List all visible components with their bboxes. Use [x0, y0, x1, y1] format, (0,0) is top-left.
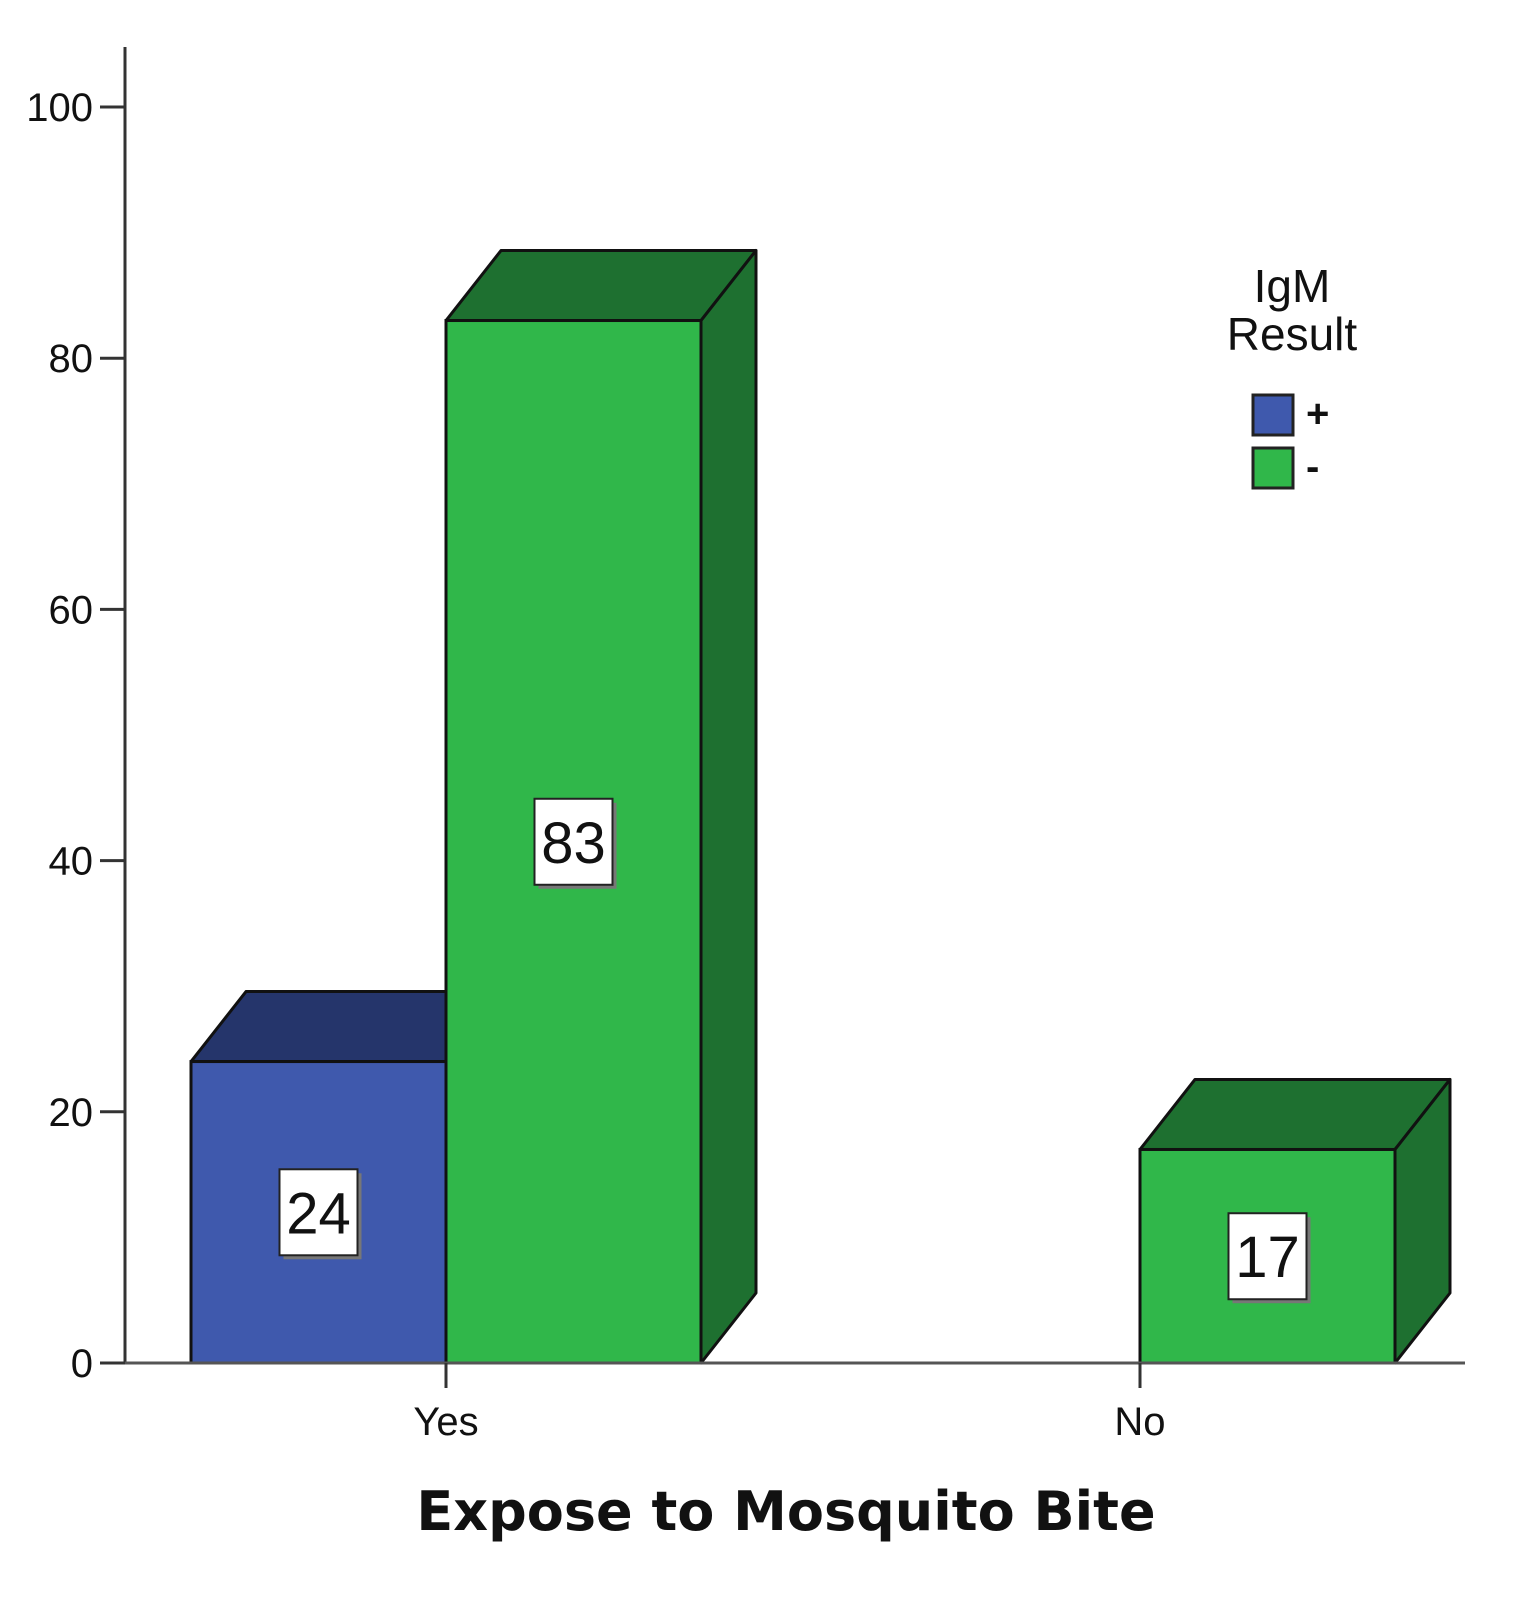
y-tick-label: 80 [49, 337, 94, 381]
legend-label: + [1306, 392, 1329, 436]
data-label-text: 83 [541, 811, 606, 876]
data-label-text: 17 [1235, 1225, 1300, 1290]
y-tick-label: 20 [49, 1091, 94, 1135]
axes-group: 0 20 40 60 80 100 Yes No [26, 47, 1465, 1444]
data-label: 83 [533, 797, 617, 889]
legend-title: Result [1227, 308, 1358, 360]
data-label: 17 [1227, 1212, 1311, 1304]
data-label: 24 [278, 1168, 362, 1260]
legend-label: - [1306, 445, 1319, 489]
x-tick-label: No [1114, 1400, 1165, 1444]
data-label-text: 24 [286, 1181, 351, 1246]
y-tick-label: 40 [49, 840, 94, 884]
y-tick-label: 60 [49, 588, 94, 632]
data-label-box [278, 1168, 359, 1257]
legend-swatch [1251, 393, 1295, 437]
x-axis-title: Expose to Mosquito Bite [416, 1480, 1155, 1543]
x-tick-label: Yes [413, 1400, 478, 1444]
legend-swatch [1251, 446, 1295, 490]
data-label-box [533, 797, 614, 886]
y-tick-label: 100 [26, 86, 93, 130]
y-tick-label: 0 [71, 1342, 93, 1386]
bar-side-face [699, 249, 758, 1365]
data-label-box [1227, 1212, 1308, 1301]
data-labels-group: 24 83 17 [278, 797, 1311, 1304]
legend-title: IgM [1254, 260, 1331, 312]
